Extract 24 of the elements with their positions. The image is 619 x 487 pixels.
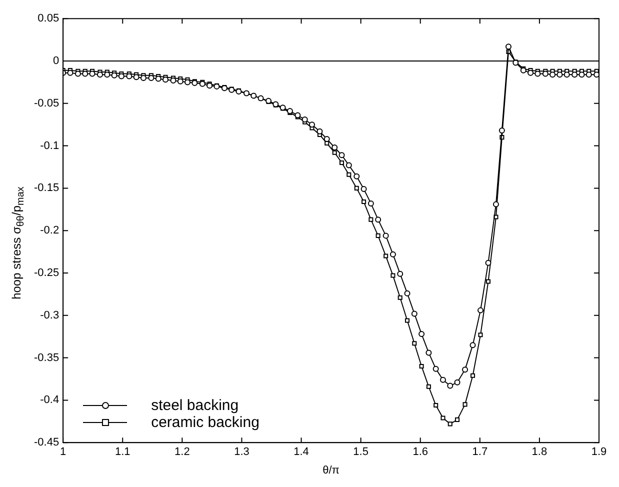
legend-label: ceramic backing [151,414,260,431]
x-tick-label: 1 [60,446,66,458]
y-tick-label: -0.15 [34,182,60,194]
y-tick-label: -0.25 [34,267,60,280]
x-tick-label: 1.5 [353,446,368,458]
y-tick-label: -0.1 [40,140,60,152]
x-tick-label: 1.6 [412,446,428,458]
y-tick-label: -0.3 [40,309,60,322]
x-tick-label: 1.2 [174,446,190,458]
x-tick-label: 1.3 [234,446,250,458]
y-tick-label: 0.05 [38,12,60,25]
y-tick-label: -0.2 [40,224,60,237]
x-tick-label: 1.9 [591,446,607,458]
x-tick-label: 1.7 [472,446,488,458]
y-tick-label: 0 [52,55,60,68]
x-tick-label: 1.8 [532,446,548,458]
y-tick-label: -0.45 [34,436,60,449]
legend-label: steel backing [151,396,239,414]
y-tick-label: -0.4 [40,394,60,406]
x-axis-title: θ/π [322,464,340,476]
y-tick-label: -0.05 [34,97,60,110]
x-tick-label: 1.4 [294,446,309,458]
y-tick-label: -0.35 [34,352,60,364]
x-tick-label: 1.1 [114,446,130,458]
